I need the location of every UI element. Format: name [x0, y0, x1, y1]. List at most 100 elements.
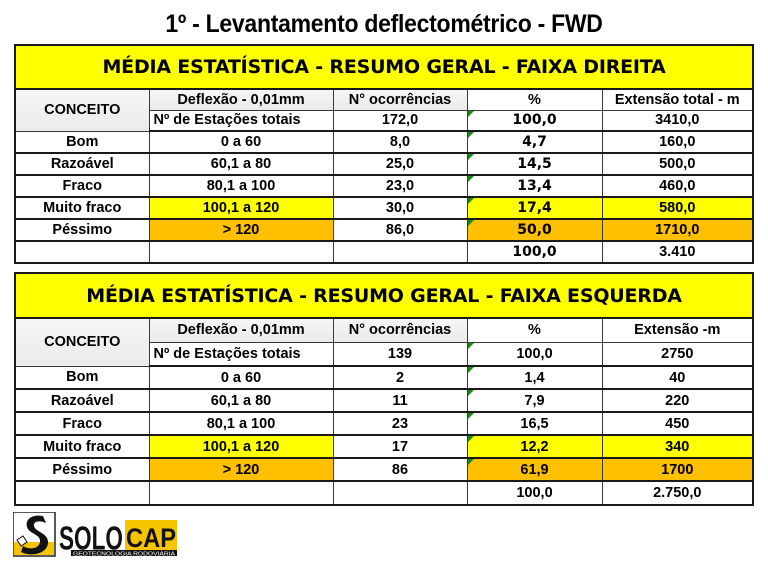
cell-conceito: Razoável	[14, 152, 150, 176]
table-row: Péssimo > 120 86,0 50,0 1710,0	[14, 218, 754, 242]
cell-percent: 1,4	[466, 365, 603, 390]
table-row: Bom 0 a 60 8,0 4,7 160,0	[14, 130, 754, 154]
cell-ocorrencias: 86,0	[332, 218, 468, 242]
cell-percent: 7,9	[466, 388, 603, 413]
cell-ocorrencias: 17	[332, 434, 468, 459]
cell-ocorrencias: 2	[332, 365, 468, 390]
cell-empty	[14, 240, 150, 264]
table-title: MÉDIA ESTATÍSTICA - RESUMO GERAL - FAIXA…	[14, 44, 754, 90]
error-flag-icon	[468, 390, 474, 396]
cell-extensao: 580,0	[601, 196, 754, 220]
table-row: Fraco 80,1 a 100 23,0 13,4 460,0	[14, 174, 754, 198]
cell-percent: 61,9	[466, 457, 603, 482]
cell-ocorrencias: 23,0	[332, 174, 468, 198]
cell-percent: 100,0	[466, 480, 603, 506]
cell-extensao: 450	[601, 411, 754, 436]
cell-percent: 100,0	[466, 341, 603, 367]
cell-ocorrencias: 30,0	[332, 196, 468, 220]
cell-deflexao: > 120	[148, 218, 334, 242]
solocap-s-logo-icon: SOLO CAP GEOTECNOLOGIA RODOVIÁRIA	[12, 511, 177, 558]
summary-table-left-lane: MÉDIA ESTATÍSTICA - RESUMO GERAL - FAIXA…	[14, 272, 755, 506]
table-row-totals: Nº de Estações totais 139 100,0 2750	[15, 341, 754, 367]
cell-extensao: 1710,0	[601, 218, 754, 242]
header-deflexao: Deflexão - 0,01mm	[148, 317, 334, 343]
cell-deflexao: 80,1 a 100	[148, 411, 334, 436]
cell-extensao: 340	[601, 434, 754, 459]
table-row-totals: Nº de Estações totais 172,0 100,0 3410,0	[15, 109, 754, 132]
cell-conceito: Muito fraco	[14, 196, 150, 220]
cell-ocorrencias: 11	[332, 388, 468, 413]
error-flag-icon	[468, 111, 474, 117]
error-flag-icon	[468, 459, 474, 465]
cell-conceito: Bom	[14, 130, 150, 154]
cell-percent: 13,4	[466, 174, 603, 198]
cell-conceito: Muito fraco	[14, 434, 150, 459]
totals-label: Nº de Estações totais	[148, 341, 334, 367]
header-percent: %	[466, 317, 603, 343]
cell-percent: 4,7	[466, 130, 603, 154]
cell-percent: 50,0	[466, 218, 603, 242]
cell-percent: 16,5	[466, 411, 603, 436]
cell-percent: 100,0	[466, 109, 603, 132]
header-deflexao: Deflexão - 0,01mm	[148, 88, 334, 111]
table-row: Muito fraco 100,1 a 120 17 12,2 340	[14, 434, 754, 459]
error-flag-icon	[468, 343, 474, 349]
error-flag-icon	[468, 154, 474, 160]
error-flag-icon	[468, 436, 474, 442]
error-flag-icon	[468, 176, 474, 182]
cell-ocorrencias: 25,0	[332, 152, 468, 176]
table-row: Razoável 60,1 a 80 11 7,9 220	[14, 388, 754, 413]
cell-conceito: Péssimo	[14, 457, 150, 482]
cell-extensao: 500,0	[601, 152, 754, 176]
cell-extensao: 220	[601, 388, 754, 413]
cell-percent-value: 100,0	[516, 345, 553, 362]
cell-deflexao: 0 a 60	[148, 365, 334, 390]
cell-empty	[148, 480, 334, 506]
cell-extensao: 3410,0	[601, 109, 754, 132]
cell-conceito: Bom	[14, 365, 150, 390]
error-flag-icon	[468, 367, 474, 373]
cell-deflexao: 0 a 60	[148, 130, 334, 154]
table-row: Fraco 80,1 a 100 23 16,5 450	[14, 411, 754, 436]
cell-percent: 12,2	[466, 434, 603, 459]
cell-extensao: 3.410	[601, 240, 754, 264]
cell-deflexao: 80,1 a 100	[148, 174, 334, 198]
cell-conceito: Fraco	[14, 174, 150, 198]
brand-text: SOLO CAP GEOTECNOLOGIA RODOVIÁRIA	[59, 519, 177, 558]
cell-deflexao: 100,1 a 120	[148, 434, 334, 459]
cell-percent-value: 7,9	[524, 392, 545, 409]
cell-empty	[14, 480, 150, 506]
solocap-logo: SOLO CAP GEOTECNOLOGIA RODOVIÁRIA	[12, 511, 179, 558]
cell-extensao: 460,0	[601, 174, 754, 198]
cell-extensao: 160,0	[601, 130, 754, 154]
cell-extensao: 40	[601, 365, 754, 390]
header-ocorrencias: N° ocorrências	[332, 88, 468, 111]
cell-deflexao: 60,1 a 80	[148, 388, 334, 413]
cell-percent-value: 61,9	[520, 461, 549, 478]
cell-empty	[332, 480, 468, 506]
cell-deflexao: > 120	[148, 457, 334, 482]
cell-conceito: Fraco	[14, 411, 150, 436]
svg-text:CAP: CAP	[126, 523, 176, 553]
cell-ocorrencias: 23	[332, 411, 468, 436]
header-percent: %	[466, 88, 603, 111]
cell-conceito: Péssimo	[14, 218, 150, 242]
table-row: Bom 0 a 60 2 1,4 40	[14, 365, 754, 390]
cell-extensao: 1700	[601, 457, 754, 482]
page-title: 1º - Levantamento deflectométrico - FWD	[165, 10, 603, 38]
cell-empty	[148, 240, 334, 264]
cell-percent-value: 14,5	[517, 156, 552, 172]
cell-ocorrencias: 139	[332, 341, 468, 367]
table-row-sum: 100,0 2.750,0	[14, 480, 754, 506]
cell-percent-value: 50,0	[517, 222, 552, 238]
cell-percent: 14,5	[466, 152, 603, 176]
header-extensao: Extensão -m	[601, 317, 754, 343]
cell-percent-value: 100,0	[512, 112, 557, 129]
cell-ocorrencias: 86	[332, 457, 468, 482]
table-title: MÉDIA ESTATÍSTICA - RESUMO GERAL - FAIXA…	[14, 272, 754, 319]
error-flag-icon	[468, 220, 474, 226]
cell-percent-value: 13,4	[517, 178, 552, 194]
header-conceito: CONCEITO	[14, 88, 150, 132]
header-extensao: Extensão total - m	[601, 88, 754, 111]
cell-percent-value: 1,4	[524, 369, 545, 386]
